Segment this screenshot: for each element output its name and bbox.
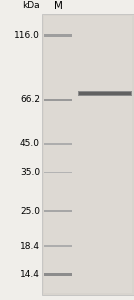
Bar (79, 92, 131, 95)
Text: 66.2: 66.2 (20, 95, 40, 104)
Text: 45.0: 45.0 (20, 140, 40, 148)
Text: 116.0: 116.0 (14, 31, 40, 40)
Bar (44, 172, 72, 173)
Text: 18.4: 18.4 (20, 242, 40, 251)
Text: 25.0: 25.0 (20, 207, 40, 216)
Bar (44, 273, 72, 276)
Bar (44, 210, 72, 212)
Bar (42, 14, 134, 295)
Bar (78, 91, 132, 96)
Bar (44, 34, 72, 37)
Bar (44, 99, 72, 101)
Bar (44, 245, 72, 247)
Text: 14.4: 14.4 (20, 270, 40, 279)
Text: M: M (54, 1, 62, 11)
Bar (44, 143, 72, 145)
Text: kDa: kDa (22, 1, 40, 10)
Text: 35.0: 35.0 (20, 168, 40, 177)
Bar (44, 16, 132, 293)
